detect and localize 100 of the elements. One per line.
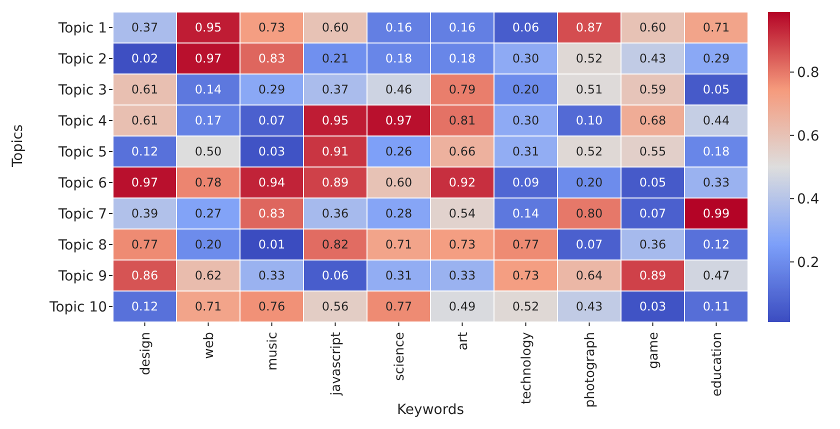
data-label: 0.66 [448,144,476,159]
data-label: 0.89 [322,176,349,190]
data-label: 0.30 [512,114,540,128]
data-label: 0.80 [576,206,603,221]
data-label: 0.94 [258,176,286,190]
x-tick-label: art [456,332,471,350]
data-label: 0.05 [639,176,666,190]
data-label: 0.03 [258,144,286,159]
data-label: 0.33 [448,268,476,283]
data-label: 0.36 [639,238,666,252]
data-label: 0.79 [448,82,476,97]
data-label: 0.18 [385,52,412,66]
data-label: 0.28 [385,206,412,221]
y-axis-title: Topics [10,124,26,168]
data-label: 0.20 [576,176,603,190]
data-label: 0.21 [322,52,349,66]
data-label: 0.73 [258,20,286,35]
data-label: 0.52 [576,144,603,159]
data-label: 0.20 [194,238,222,252]
data-label: 0.71 [702,20,730,35]
data-label: 0.61 [131,114,158,128]
data-label: 0.12 [702,238,730,252]
data-label: 0.83 [258,52,286,66]
data-label: 0.09 [512,176,540,190]
data-label: 0.73 [512,268,540,283]
data-label: 0.82 [322,238,349,252]
data-label: 0.26 [385,144,412,159]
y-tick-label: Topic 10 [48,299,107,316]
x-tick-label: design [138,332,154,376]
data-label: 0.51 [576,82,603,97]
data-label: 0.18 [448,52,476,66]
data-label: 0.89 [639,268,666,283]
data-label: 0.03 [639,300,666,314]
color-bar-label: 0.4 [797,192,820,208]
data-label: 0.06 [512,20,540,35]
data-label: 0.44 [702,114,730,128]
data-label: 0.64 [576,268,603,283]
data-label: 0.60 [385,176,412,190]
color-bar-label: 0.6 [797,128,820,144]
data-label: 0.95 [194,20,222,35]
data-label: 0.31 [385,268,412,283]
x-tick-label: education [710,332,725,397]
data-label: 0.91 [322,144,349,159]
data-label: 0.86 [131,268,158,283]
data-label: 0.97 [194,52,222,66]
y-tick-label: Topic 6 [57,175,108,192]
y-tick-label: Topic 2 [57,51,107,68]
data-label: 0.16 [385,20,412,35]
data-label: 0.01 [258,238,286,252]
data-label: 0.33 [258,268,286,283]
data-label: 0.60 [639,20,666,35]
data-label: 0.52 [512,300,540,314]
data-label: 0.50 [194,144,222,159]
y-tick-label: Topic 5 [57,144,107,160]
data-label: 0.20 [512,82,540,97]
data-label: 0.97 [131,176,158,190]
data-label: 0.39 [131,206,158,221]
data-label: 0.14 [194,82,222,97]
data-label: 0.55 [639,144,666,159]
data-label: 0.37 [131,20,158,35]
data-label: 0.47 [702,268,730,283]
data-label: 0.87 [576,20,603,35]
y-tick-label: Topic 1 [57,20,107,36]
x-tick-label: technology [519,332,534,404]
data-label: 0.18 [702,144,730,159]
data-label: 0.77 [131,238,158,252]
data-label: 0.52 [576,52,603,66]
data-label: 0.97 [385,114,412,128]
data-label: 0.71 [194,300,222,314]
x-axis-title: Keywords [396,402,464,418]
data-label: 0.27 [194,206,222,221]
data-label: 0.77 [385,300,412,314]
data-label: 0.14 [512,206,540,221]
y-tick-label: Topic 8 [57,237,107,254]
x-tick-label: game [646,332,662,369]
data-label: 0.68 [639,114,666,128]
data-label: 0.81 [448,114,476,128]
x-tick-label: science [392,332,408,381]
data-label: 0.76 [258,300,286,314]
x-tick-label: javascript [328,332,344,396]
data-label: 0.29 [702,52,730,66]
color-bar-label: 0.2 [797,254,820,271]
data-label: 0.12 [131,300,158,314]
data-label: 0.37 [322,82,349,97]
data-label: 0.17 [194,114,222,128]
x-tick-label: web [202,332,217,359]
data-label: 0.46 [385,82,412,97]
data-label: 0.59 [639,82,666,97]
data-label: 0.54 [448,206,476,221]
data-label: 0.56 [322,300,349,314]
data-label: 0.49 [448,300,476,314]
data-label: 0.07 [639,206,666,221]
data-label: 0.62 [194,268,222,283]
data-label: 0.77 [512,238,540,252]
data-label: 0.10 [576,114,603,128]
x-tick-label: music [265,332,280,370]
data-label: 0.07 [258,114,286,128]
data-label: 0.92 [448,176,476,190]
data-label: 0.61 [131,82,158,97]
data-label: 0.02 [131,52,158,66]
